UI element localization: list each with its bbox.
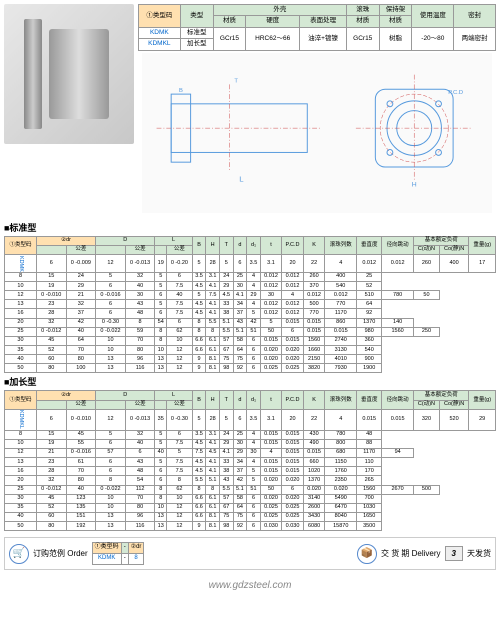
delivery-label: 交 货 期 Delivery (381, 548, 441, 559)
type-code: KDMK (5, 255, 37, 273)
svg-text:P.C.D: P.C.D (448, 90, 463, 96)
svg-text:T: T (234, 78, 238, 84)
type-code: KDMKL (5, 409, 37, 430)
type-table: ①类型码 类型 外壳 滚珠 保持架 使用温度 密封 材质 硬度 表面处理 材质 … (138, 4, 496, 215)
section-title-standard: ■标准型 (0, 219, 500, 236)
th-typecode: ①类型码 (139, 5, 181, 28)
section-title-long: ■加长型 (0, 373, 500, 390)
svg-text:H: H (412, 181, 417, 188)
order-label: 订购范例 Order (33, 548, 88, 559)
footer: 🛒 订购范例 Order ①类型码-②dr KDMK-8 📦 交 货 期 Del… (4, 537, 496, 570)
cart-icon: 🛒 (9, 544, 29, 564)
product-image (4, 4, 134, 144)
delivery-days: 3 (445, 546, 463, 561)
watermark-url: www.gdzsteel.com (0, 576, 500, 595)
spec-table-standard: ①类型码②drDLBHTdd₁tP.C.DK滚珠列数垂直度径向跳动基本额定负荷重… (4, 236, 496, 374)
svg-text:B: B (179, 88, 183, 94)
technical-diagram: L B T H P.C.D (142, 53, 492, 213)
delivery-icon: 📦 (357, 544, 377, 564)
svg-text:L: L (239, 174, 244, 183)
delivery-text: 天发货 (467, 548, 491, 559)
spec-table-long: ①类型码②drDLBHTdd₁tP.C.DK滚珠列数垂直度径向跳动基本额定负荷重… (4, 390, 496, 531)
